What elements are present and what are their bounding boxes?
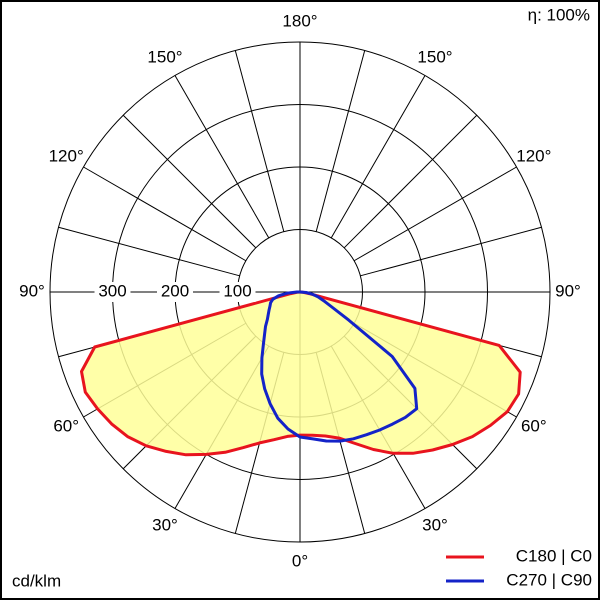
legend-label: C180 | C0 <box>516 546 592 565</box>
label-bg <box>157 282 193 302</box>
radial-line <box>360 226 542 277</box>
r-tick-label: 300 <box>98 281 126 300</box>
radial-grid-line <box>83 166 247 262</box>
angle-tick-label: 120° <box>516 146 551 165</box>
angle-tick-label: 60° <box>521 416 547 435</box>
angle-tick-label: 0° <box>292 551 308 570</box>
angle-tick-label: 30° <box>422 515 448 534</box>
angle-tick-label: 120° <box>49 146 84 165</box>
radial-line <box>315 50 366 232</box>
legend-label: C270 | C90 <box>506 570 592 589</box>
radial-line <box>122 114 257 249</box>
angle-tick-label: 90° <box>555 281 581 300</box>
intensity-curve <box>260 290 419 443</box>
radial-line <box>343 114 478 249</box>
radial-line <box>234 50 285 232</box>
efficiency-label: η: 100% <box>528 5 590 24</box>
angle-tick-label: 90° <box>19 281 45 300</box>
unit-label: cd/klm <box>12 571 61 590</box>
radial-grid-line <box>174 75 270 239</box>
angle-tick-label: 150° <box>147 48 182 67</box>
label-bg <box>219 282 256 302</box>
angle-tick-label: 30° <box>152 515 178 534</box>
angle-tick-label: 150° <box>417 48 452 67</box>
radial-grid-line <box>330 75 426 239</box>
radial-grid-line <box>353 166 517 262</box>
r-tick-label: 200 <box>161 281 189 300</box>
label-bg <box>94 282 131 302</box>
r-tick-label: 100 <box>223 281 251 300</box>
angle-tick-label: 60° <box>53 416 79 435</box>
angle-tick-label: 180° <box>282 11 317 30</box>
radial-line <box>58 226 240 277</box>
